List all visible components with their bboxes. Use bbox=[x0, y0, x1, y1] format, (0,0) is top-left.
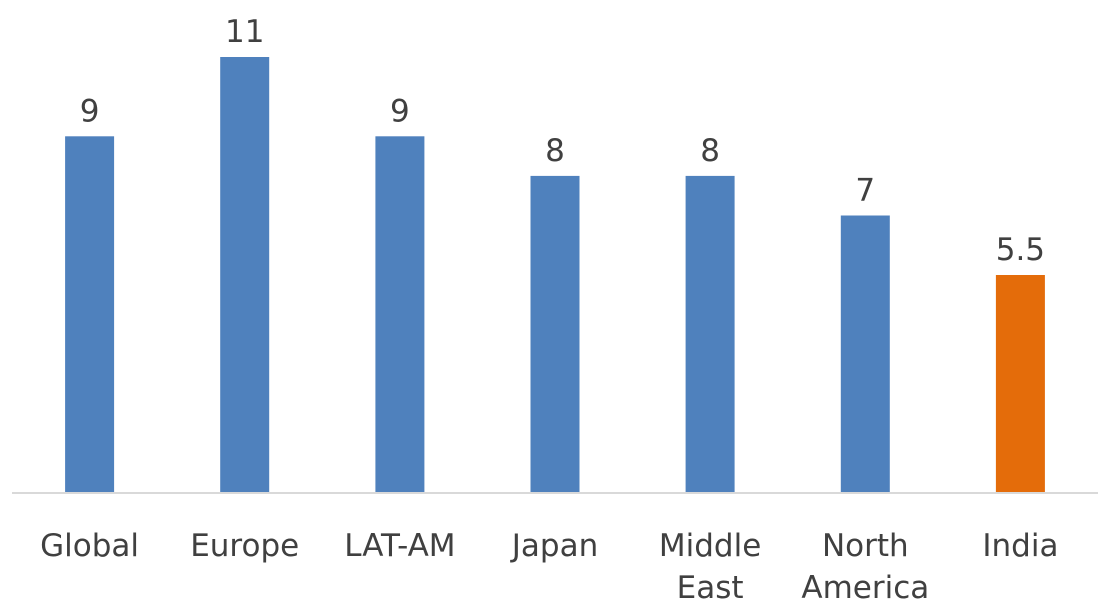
data-label-global: 9 bbox=[80, 93, 100, 129]
category-label-line: North bbox=[822, 528, 909, 564]
data-labels-group: 9 11 9 8 8 7 5.5 bbox=[80, 14, 1045, 268]
data-label-lat-am: 9 bbox=[390, 93, 410, 129]
bar-middle-east bbox=[685, 175, 735, 493]
bar-lat-am bbox=[375, 136, 425, 494]
bar-japan bbox=[530, 175, 580, 493]
category-label-line: Japan bbox=[510, 528, 598, 564]
category-label-line: Europe bbox=[190, 528, 299, 564]
bar-global bbox=[65, 136, 115, 494]
bars-group bbox=[65, 57, 1045, 494]
data-label-japan: 8 bbox=[545, 133, 565, 169]
category-label-global: Global bbox=[40, 528, 139, 564]
bar-europe bbox=[220, 57, 270, 493]
category-label-lat-am: LAT-AM bbox=[344, 528, 455, 564]
data-label-europe: 11 bbox=[225, 14, 264, 50]
data-label-middle-east: 8 bbox=[700, 133, 720, 169]
bar-north-america bbox=[840, 215, 890, 493]
category-label-europe: Europe bbox=[190, 528, 299, 564]
category-label-middle-east: Middle East bbox=[659, 528, 761, 606]
category-label-japan: Japan bbox=[510, 528, 598, 564]
category-label-line: America bbox=[801, 570, 929, 606]
data-label-india: 5.5 bbox=[996, 232, 1045, 268]
bar-india bbox=[995, 275, 1045, 493]
category-labels-group: Global Europe LAT-AM Japan Middle East North Am… bbox=[40, 528, 1058, 606]
category-label-line: Middle bbox=[659, 528, 761, 564]
category-label-north-america: North America bbox=[801, 528, 929, 606]
category-label-line: East bbox=[677, 570, 744, 606]
category-label-line: LAT-AM bbox=[344, 528, 455, 564]
category-label-india: India bbox=[982, 528, 1058, 564]
data-label-north-america: 7 bbox=[855, 173, 875, 209]
category-label-line: Global bbox=[40, 528, 139, 564]
category-label-line: India bbox=[982, 528, 1058, 564]
